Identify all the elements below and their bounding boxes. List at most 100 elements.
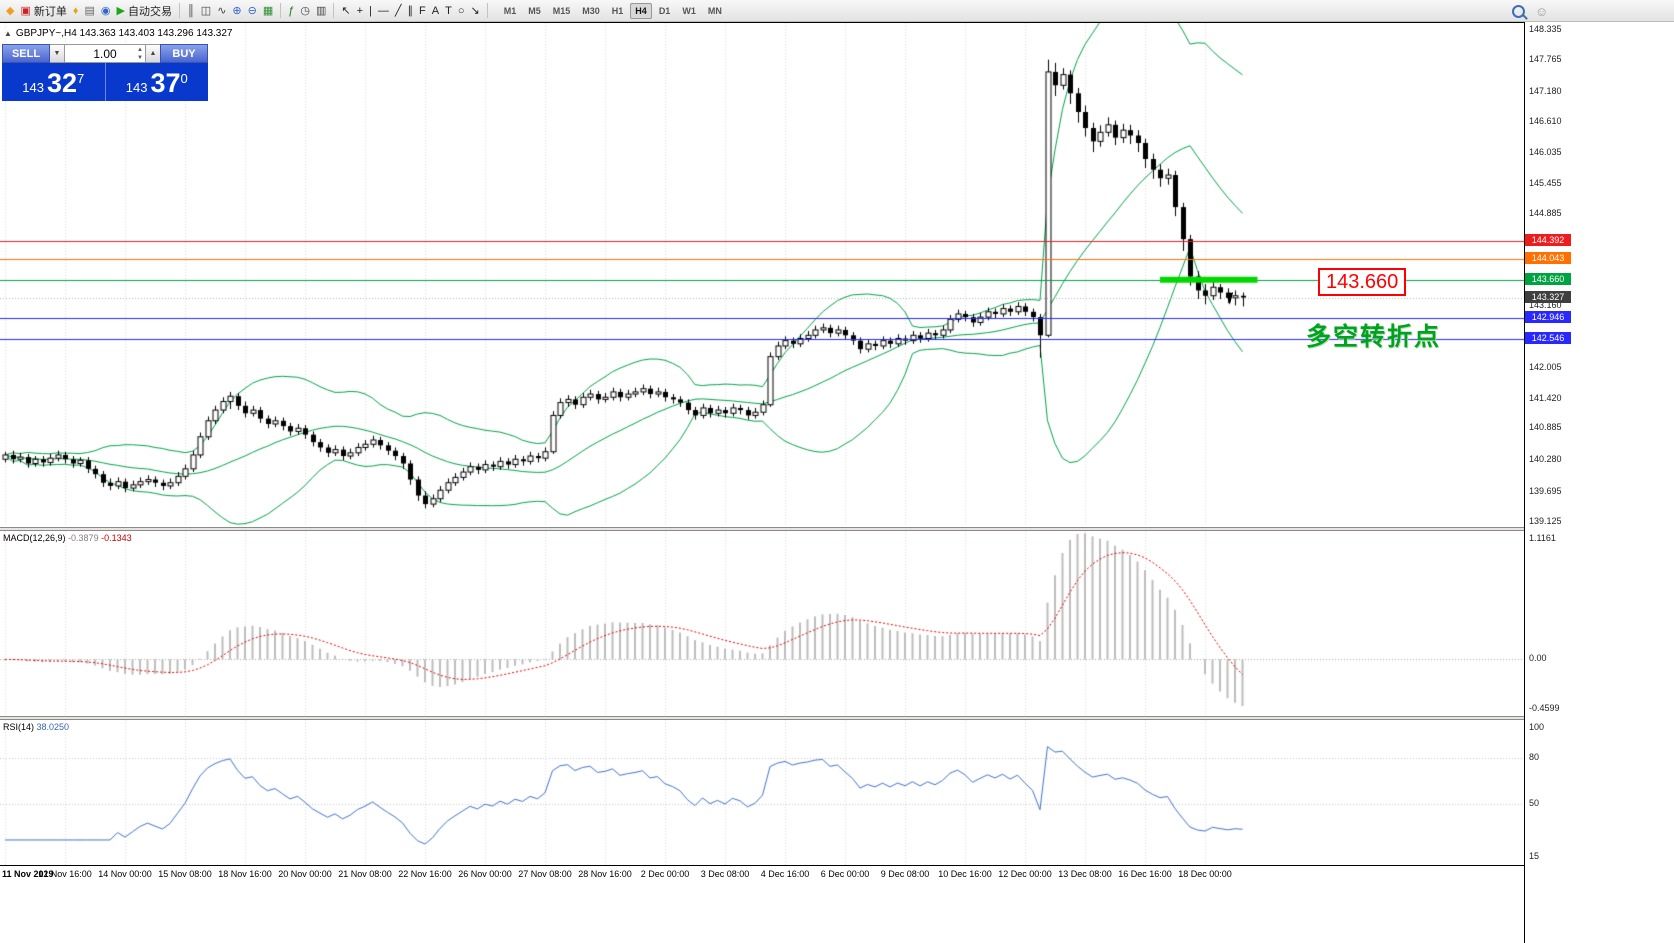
macd-canvas[interactable] — [0, 531, 1524, 716]
feedback-icon[interactable]: ☺ — [1535, 3, 1549, 19]
time-axis-label: 11 Nov 2019 — [2, 869, 54, 879]
chinese-annotation-text[interactable]: 多空转折点 — [1306, 323, 1442, 351]
tf-m1-button[interactable]: M1 — [503, 5, 517, 16]
tf-h4-button[interactable]: H4 — [630, 2, 652, 19]
sell-dropdown-icon[interactable]: ▼ — [50, 44, 64, 63]
time-axis-label: 26 Nov 00:00 — [458, 869, 512, 879]
fibonacci-icon: F — [419, 4, 426, 17]
rsi-axis-label: 100 — [1529, 722, 1545, 732]
price-tag-144.392: 144.392 — [1525, 233, 1571, 246]
time-axis[interactable]: 11 Nov 2019 12 Nov 16:00 14 Nov 00:00 15 No… — [0, 865, 1524, 888]
label-icon[interactable]: T — [442, 2, 455, 20]
volume-down-icon[interactable]: ▼ — [137, 55, 143, 61]
price-tag-144.043: 144.043 — [1525, 252, 1571, 265]
time-axis-label: 6 Dec 00:00 — [820, 869, 870, 879]
collapse-panel-icon[interactable]: ▲ — [4, 29, 12, 38]
templates-icon: ▥ — [315, 4, 327, 17]
label-icon: T — [445, 4, 452, 17]
macd-label: MACD(12,26,9) -0.3879 -0.1343 — [3, 533, 132, 543]
tf-d1-button[interactable]: D1 — [658, 5, 671, 16]
periods-icon[interactable]: ◷ — [297, 2, 313, 20]
new-order-button-label: 新订单 — [33, 5, 67, 18]
tile-windows-icon[interactable]: ▦ — [260, 2, 276, 20]
volume-up-icon[interactable]: ▲ — [137, 47, 143, 53]
periods-icon: ◷ — [300, 4, 310, 17]
rsi-label: RSI(14) 38.0250 — [3, 722, 70, 732]
fibonacci-icon[interactable]: F — [416, 2, 429, 20]
crosshair-icon[interactable]: + — [354, 2, 366, 20]
time-axis-label: 9 Dec 08:00 — [880, 869, 930, 879]
sell-button[interactable]: SELL — [2, 44, 50, 63]
time-axis-label: 12 Nov 16:00 — [38, 869, 92, 879]
tf-w1-button[interactable]: W1 — [682, 5, 696, 16]
time-axis-label: 18 Dec 00:00 — [1178, 869, 1232, 879]
search-icon[interactable] — [1512, 4, 1525, 18]
rsi-axis-label: 15 — [1529, 851, 1540, 861]
sell-price-figure: 143 — [22, 80, 44, 95]
price-axis-label: 140.885 — [1529, 421, 1562, 432]
time-axis-label: 16 Dec 16:00 — [1118, 869, 1172, 879]
arrows-icon[interactable]: ↘ — [468, 2, 483, 20]
text-icon[interactable]: A — [429, 2, 442, 20]
time-axis-label: 13 Dec 08:00 — [1058, 869, 1112, 879]
price-axis-label: 146.610 — [1529, 116, 1562, 127]
tf-m30-button[interactable]: M30 — [582, 5, 600, 16]
rsi-axis-label: 80 — [1529, 752, 1540, 763]
buy-price-figure: 143 — [125, 80, 148, 95]
market-watch-icon[interactable]: ◉ — [98, 2, 114, 20]
channel-icon[interactable]: ∥ — [405, 2, 417, 20]
tf-h1-button[interactable]: H1 — [611, 5, 624, 16]
rsi-canvas[interactable] — [0, 720, 1524, 865]
volume-input[interactable]: 1.00 ▲ ▼ — [64, 44, 146, 63]
shapes-icon: ○ — [457, 4, 465, 17]
favorites-icon[interactable]: ♦ — [70, 2, 82, 20]
candlestick-chart-icon: ◫ — [200, 4, 212, 17]
chart-window: ▲ GBPJPY~,H4 143.363 143.403 143.296 143… — [0, 22, 1524, 943]
timeframe-toolbar: M1 M5 M15 M30 H1 H4 D1 W1 MN — [498, 2, 728, 19]
tf-mn-button[interactable]: MN — [707, 5, 722, 16]
zoom-out-icon[interactable]: ⊖ — [245, 2, 260, 20]
line-chart-icon[interactable]: ∿ — [214, 2, 229, 20]
bar-chart-icon[interactable]: ║ — [184, 2, 198, 20]
toolbar-separator — [333, 3, 335, 18]
buy-price-button[interactable]: 143 37 0 — [106, 63, 209, 101]
horizontal-line-icon[interactable]: — — [375, 2, 392, 20]
zoom-in-icon[interactable]: ⊕ — [229, 2, 244, 20]
main-chart-panel: ▲ GBPJPY~,H4 143.363 143.403 143.296 143… — [0, 23, 1524, 527]
indicators-icon[interactable]: ƒ — [285, 2, 297, 20]
buy-button[interactable]: BUY — [160, 44, 208, 63]
time-axis-label: 18 Nov 16:00 — [218, 869, 272, 879]
price-axis-label: 142.005 — [1529, 362, 1562, 373]
templates-icon[interactable]: ▥ — [313, 2, 329, 20]
one-click-trading-panel: SELL ▼ 1.00 ▲ ▼ ▲ BUY 143 32 7 — [2, 44, 208, 101]
symbol-header: ▲ GBPJPY~,H4 143.363 143.403 143.296 143… — [4, 28, 232, 39]
vertical-line-icon[interactable]: | — [366, 2, 375, 20]
candlestick-chart-icon[interactable]: ◫ — [198, 2, 214, 20]
profiles-icon[interactable]: ▤ — [82, 2, 98, 20]
buy-dropdown-icon[interactable]: ▲ — [146, 44, 160, 63]
price-axis[interactable]: 148.335 147.765 147.180 146.610 146.035 145.4… — [1524, 22, 1674, 943]
toolbar-separator — [280, 3, 282, 18]
volume-stepper[interactable]: ▲ ▼ — [137, 46, 143, 62]
shapes-icon[interactable]: ○ — [455, 2, 468, 20]
sell-price-point: 7 — [77, 71, 85, 86]
cursor-icon[interactable]: ↖ — [338, 2, 353, 20]
buy-price-point: 0 — [180, 71, 188, 86]
new-order-button[interactable]: ▣ 新订单 — [17, 2, 69, 20]
toolbar-separator — [486, 3, 488, 18]
tf-m15-button[interactable]: M15 — [552, 5, 571, 16]
main-chart-canvas[interactable] — [0, 23, 1524, 527]
panel-splitter[interactable] — [0, 527, 1524, 531]
rsi-axis-label: 50 — [1529, 797, 1540, 808]
time-axis-label: 21 Nov 08:00 — [338, 869, 392, 879]
sell-price-button[interactable]: 143 32 7 — [2, 63, 106, 101]
panel-splitter[interactable] — [0, 716, 1524, 720]
price-callout-label[interactable]: 143.660 — [1318, 268, 1407, 296]
tf-m5-button[interactable]: M5 — [528, 5, 541, 16]
autotrading-button[interactable]: ▶ 自动交易 — [114, 2, 175, 20]
arrows-icon: ↘ — [470, 4, 480, 17]
macd-signal-value: -0.1343 — [101, 533, 132, 543]
cursor-icon: ↖ — [341, 4, 351, 17]
trendline-icon[interactable]: ╱ — [392, 2, 405, 20]
